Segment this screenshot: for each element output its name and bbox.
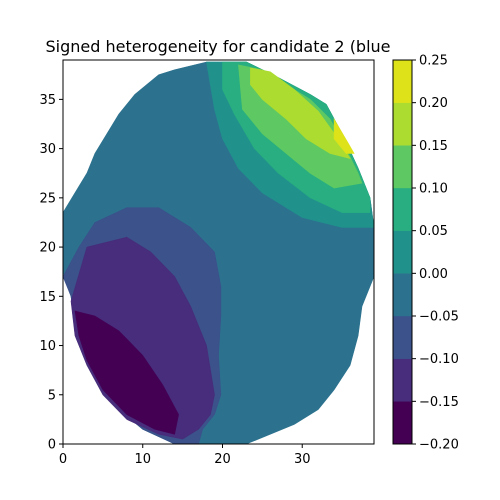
colorbar-tick-label: −0.15	[419, 395, 459, 410]
y-tick-label: 25	[39, 191, 56, 206]
x-tick-label: 20	[214, 452, 231, 467]
colorbar-band-7	[392, 102, 413, 146]
colorbar-band-6	[392, 145, 413, 189]
colorbar-band-4	[392, 230, 413, 274]
y-axis: 0 5 10 15 20 25 30 35	[39, 93, 63, 453]
y-tick-label: 5	[48, 388, 56, 403]
x-tick-label: 0	[59, 452, 67, 467]
y-tick-label: 0	[48, 438, 56, 453]
colorbar-tick-label: 0.20	[419, 96, 448, 111]
x-tick-label: 10	[134, 452, 151, 467]
plot-area	[62, 59, 375, 445]
contour-region-7	[250, 67, 351, 159]
x-axis: 0 10 20 30	[59, 444, 311, 467]
plot-frame	[62, 59, 375, 445]
colorbar-tick-label: 0.00	[419, 267, 448, 282]
colorbar-tick-label: 0.05	[419, 224, 448, 239]
y-tick-label: 10	[39, 339, 56, 354]
colorbar-band-5	[392, 187, 413, 231]
colorbar-band-8	[392, 59, 413, 103]
colorbar-band-3	[392, 273, 413, 317]
colorbar-frame	[392, 59, 413, 445]
chart-title: Signed heterogeneity for candidate 2 (bl…	[45, 37, 390, 56]
contour-region-8	[333, 117, 355, 154]
colorbar-tick-label: 0.25	[419, 54, 448, 69]
contour-region-3	[74, 310, 179, 435]
colorbar-tick-label: −0.20	[419, 438, 459, 453]
colorbar-band-0	[392, 401, 413, 445]
colorbar-tick-label: 0.15	[419, 139, 448, 154]
y-tick-label: 15	[39, 290, 56, 305]
colorbar-tick-label: −0.05	[419, 310, 459, 325]
colorbar-tick-label: 0.10	[419, 182, 448, 197]
colorbar: −0.20 −0.15 −0.10 −0.05 0.00 0.05 0.10 0.15 0.20…	[392, 54, 459, 453]
x-tick-label: 30	[294, 452, 311, 467]
y-tick-label: 30	[39, 142, 56, 157]
y-tick-label: 20	[39, 241, 56, 256]
colorbar-band-1	[392, 358, 413, 402]
y-tick-label: 35	[39, 93, 56, 108]
colorbar-tick-label: −0.10	[419, 352, 459, 367]
colorbar-band-2	[392, 315, 413, 359]
